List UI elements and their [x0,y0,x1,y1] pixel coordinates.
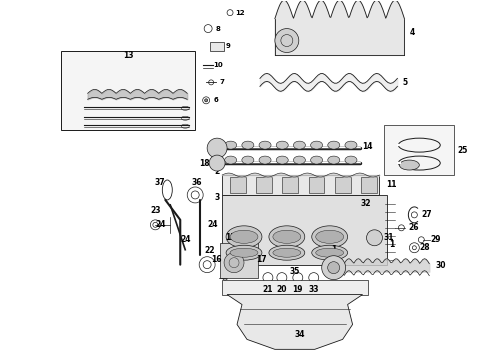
Text: 16: 16 [211,255,221,264]
Text: 32: 32 [360,199,371,208]
Ellipse shape [294,156,305,164]
Text: 4: 4 [410,28,415,37]
Circle shape [205,99,208,102]
Text: 1: 1 [331,245,336,254]
Text: 18: 18 [199,158,209,167]
Ellipse shape [312,226,347,248]
Text: 17: 17 [257,255,267,264]
Ellipse shape [242,141,254,149]
Text: 15: 15 [225,233,235,242]
Bar [222,175,379,195]
Circle shape [207,138,227,158]
Text: 33: 33 [309,285,319,294]
Ellipse shape [316,230,343,243]
Text: 27: 27 [421,210,432,219]
Polygon shape [275,0,404,55]
Bar [309,177,324,193]
Ellipse shape [399,160,419,170]
Text: 8: 8 [216,26,220,32]
Text: 11: 11 [386,180,397,189]
Ellipse shape [345,141,357,149]
Text: 2: 2 [215,167,220,176]
Text: 25: 25 [457,145,467,154]
Bar [256,177,272,193]
Text: 35: 35 [290,267,300,276]
Text: 29: 29 [430,235,441,244]
Ellipse shape [276,141,288,149]
Text: 19: 19 [293,285,303,294]
Text: 36: 36 [192,179,202,188]
Text: 9: 9 [225,42,230,49]
Text: 7: 7 [220,79,224,85]
Ellipse shape [328,156,340,164]
Text: 6: 6 [214,97,219,103]
Circle shape [275,28,299,53]
Ellipse shape [259,141,271,149]
Bar [61,50,195,130]
Circle shape [328,262,340,274]
Bar [282,177,298,193]
Ellipse shape [311,141,322,149]
Ellipse shape [230,230,258,243]
Ellipse shape [225,141,237,149]
Text: 24: 24 [155,220,166,229]
Bar [335,177,351,193]
Ellipse shape [226,226,262,248]
Ellipse shape [259,156,271,164]
Bar [210,41,224,51]
Bar [361,177,377,193]
Text: 28: 28 [419,243,430,252]
Ellipse shape [242,156,254,164]
Ellipse shape [226,245,262,260]
Bar [230,177,245,193]
Ellipse shape [294,141,305,149]
Ellipse shape [269,245,305,260]
Ellipse shape [273,248,301,257]
Polygon shape [227,294,363,349]
Bar [385,125,454,175]
Text: 30: 30 [436,261,446,270]
Bar [220,243,258,278]
Ellipse shape [225,156,237,164]
Bar [222,280,368,294]
Circle shape [224,253,244,273]
Ellipse shape [273,230,301,243]
Text: 5: 5 [403,78,408,87]
Ellipse shape [269,226,305,248]
Text: 3: 3 [215,193,220,202]
Circle shape [367,230,383,246]
Text: 10: 10 [213,62,223,68]
Bar [222,195,388,265]
Text: 20: 20 [277,285,287,294]
Text: 24: 24 [208,220,219,229]
Text: 14: 14 [362,141,373,150]
Text: 37: 37 [155,179,166,188]
Text: 13: 13 [122,51,133,60]
Ellipse shape [311,156,322,164]
Text: 34: 34 [294,330,305,339]
Text: 31: 31 [383,233,393,242]
Ellipse shape [345,156,357,164]
Text: 26: 26 [408,223,418,232]
Ellipse shape [328,141,340,149]
Text: 22: 22 [204,246,215,255]
Ellipse shape [276,156,288,164]
Circle shape [322,256,345,280]
Text: 21: 21 [263,285,273,294]
Text: 23: 23 [150,206,161,215]
Ellipse shape [312,245,347,260]
Text: 12: 12 [235,10,245,15]
Text: 24: 24 [180,235,191,244]
Text: 1: 1 [389,240,394,249]
Ellipse shape [316,248,343,257]
Ellipse shape [230,248,258,257]
Circle shape [209,155,225,171]
